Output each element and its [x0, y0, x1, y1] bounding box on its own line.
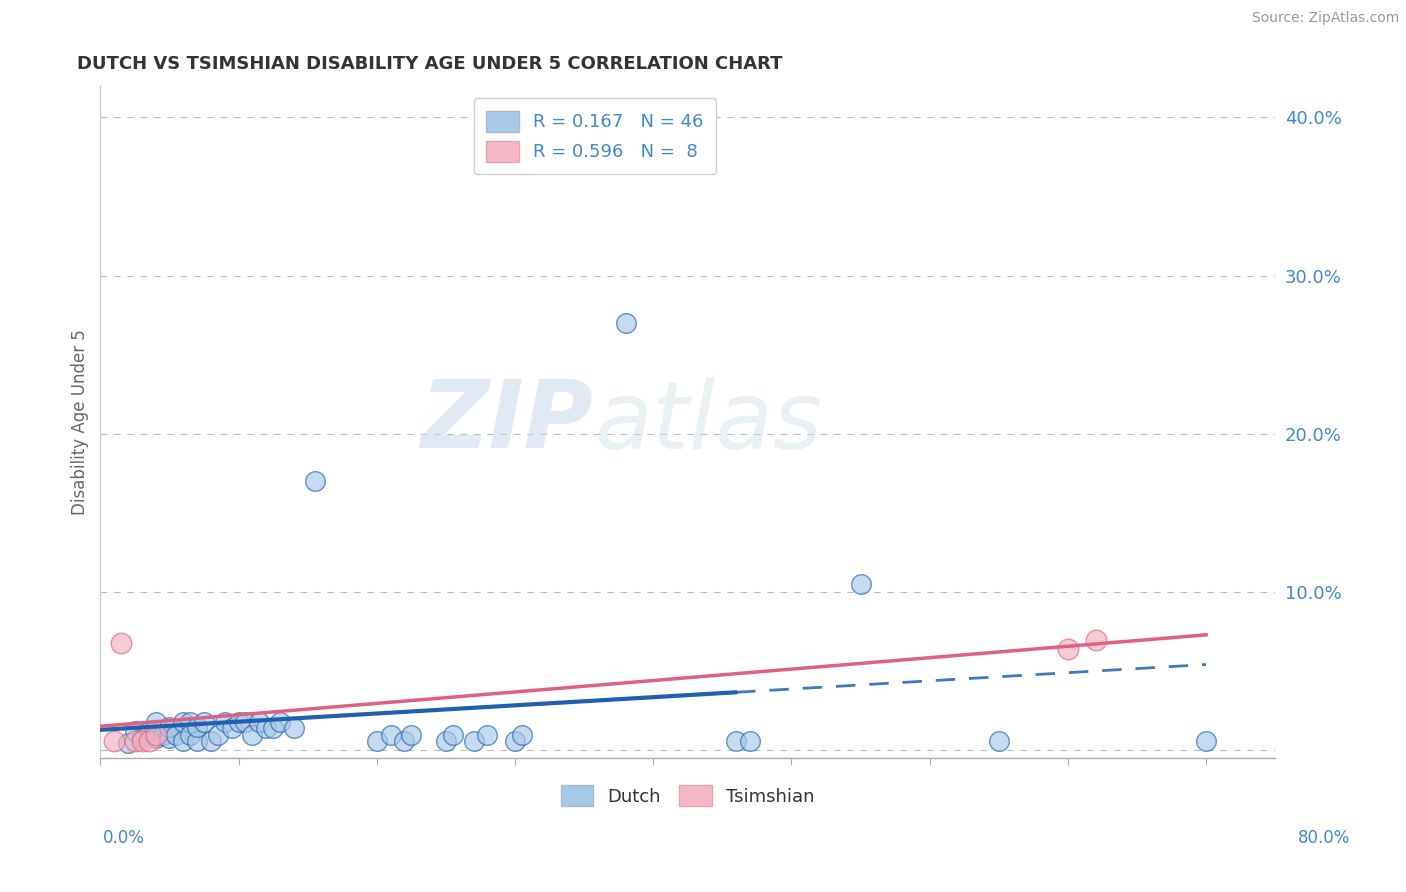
Text: atlas: atlas	[593, 376, 823, 467]
Point	[228, 714, 250, 729]
Point	[394, 734, 416, 748]
Point	[138, 734, 160, 748]
Point	[510, 728, 533, 742]
Point	[725, 734, 748, 748]
Point	[200, 734, 222, 748]
Point	[145, 714, 167, 729]
Point	[1195, 734, 1218, 748]
Point	[401, 728, 423, 742]
Point	[172, 714, 194, 729]
Point	[849, 577, 872, 591]
Point	[269, 714, 291, 729]
Point	[262, 721, 284, 735]
Point	[434, 734, 457, 748]
Point	[172, 734, 194, 748]
Point	[117, 735, 139, 749]
Point	[131, 731, 153, 745]
Point	[103, 734, 125, 748]
Point	[186, 720, 208, 734]
Point	[242, 728, 264, 742]
Point	[131, 734, 153, 748]
Point	[463, 734, 485, 748]
Point	[503, 734, 526, 748]
Point	[283, 721, 305, 735]
Point	[207, 728, 229, 742]
Point	[477, 728, 499, 742]
Point	[179, 728, 201, 742]
Point	[738, 734, 761, 748]
Point	[110, 636, 132, 650]
Point	[193, 714, 215, 729]
Point	[304, 475, 326, 489]
Point	[235, 714, 257, 729]
Text: 80.0%: 80.0%	[1298, 829, 1350, 847]
Point	[441, 728, 464, 742]
Point	[138, 724, 160, 739]
Text: DUTCH VS TSIMSHIAN DISABILITY AGE UNDER 5 CORRELATION CHART: DUTCH VS TSIMSHIAN DISABILITY AGE UNDER …	[77, 55, 782, 73]
Point	[186, 734, 208, 748]
Point	[152, 728, 174, 742]
Point	[1057, 642, 1080, 657]
Point	[145, 731, 167, 745]
Point	[366, 734, 388, 748]
Legend: Dutch, Tsimshian: Dutch, Tsimshian	[554, 778, 823, 814]
Point	[247, 714, 270, 729]
Text: Source: ZipAtlas.com: Source: ZipAtlas.com	[1251, 12, 1399, 25]
Point	[124, 724, 146, 739]
Point	[214, 714, 236, 729]
Point	[179, 714, 201, 729]
Point	[145, 728, 167, 742]
Point	[614, 316, 637, 330]
Point	[380, 728, 402, 742]
Point	[254, 721, 277, 735]
Point	[1084, 632, 1107, 647]
Point	[987, 734, 1010, 748]
Text: ZIP: ZIP	[420, 376, 593, 468]
Point	[221, 721, 243, 735]
Y-axis label: Disability Age Under 5: Disability Age Under 5	[72, 329, 89, 515]
Point	[124, 734, 146, 748]
Point	[159, 720, 181, 734]
Point	[165, 728, 187, 742]
Point	[159, 731, 181, 745]
Text: 0.0%: 0.0%	[103, 829, 145, 847]
